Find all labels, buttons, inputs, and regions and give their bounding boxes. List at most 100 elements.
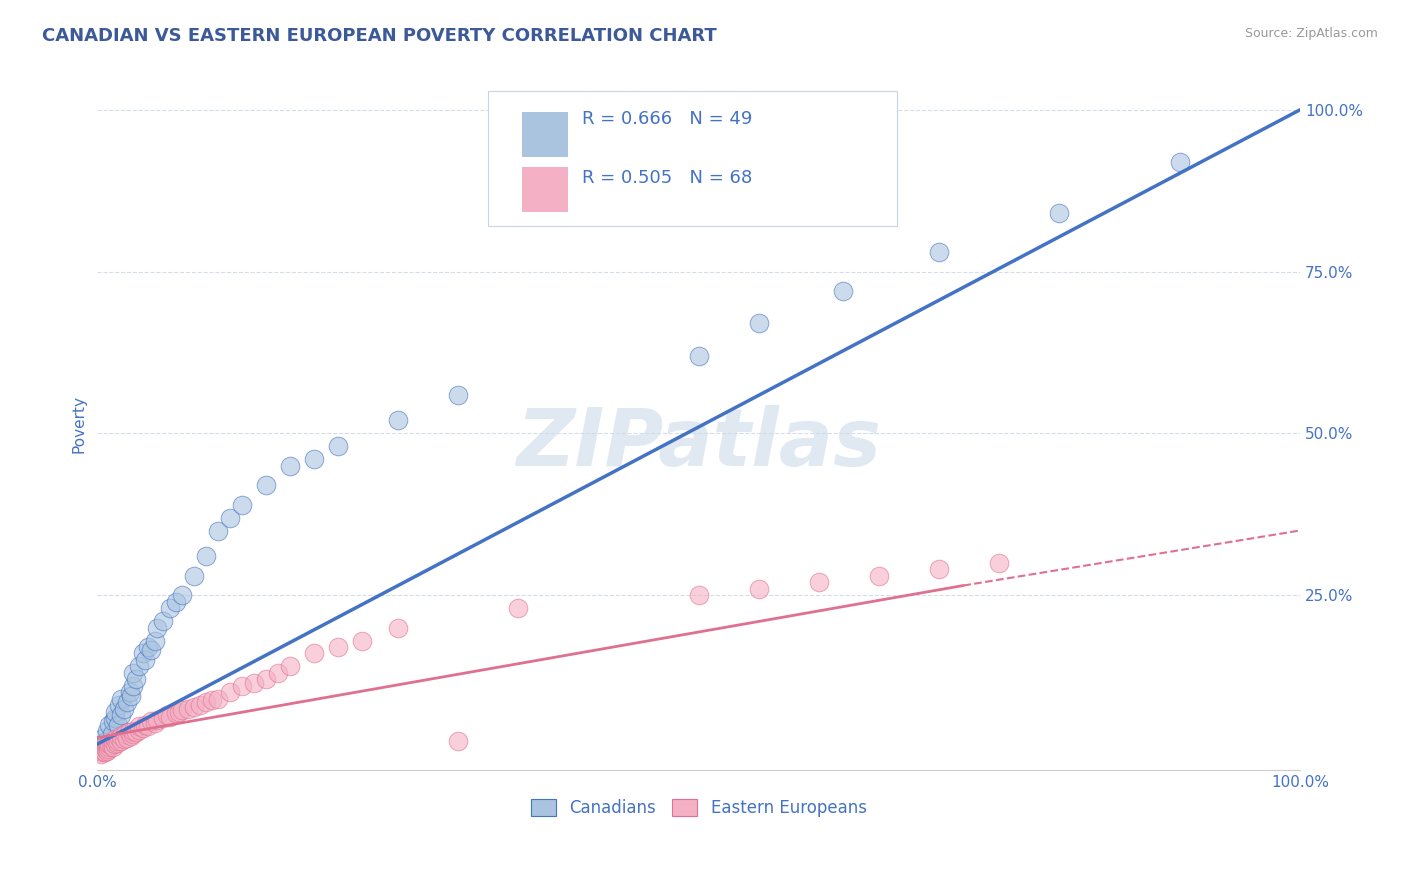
Point [110,734,132,748]
Point [122,679,145,693]
Point [868,569,890,583]
Text: R = 0.505   N = 68: R = 0.505 N = 68 [582,169,752,186]
Point [988,556,1011,570]
Point [156,708,179,723]
Point [928,245,950,260]
Point [1049,206,1071,220]
Point [107,734,129,748]
Point [136,640,159,654]
Point [104,705,127,719]
Point [188,698,211,713]
Point [152,711,174,725]
Point [165,595,187,609]
FancyBboxPatch shape [522,168,568,212]
Point [96,724,118,739]
Point [120,689,142,703]
Point [183,569,205,583]
Point [152,614,174,628]
Point [128,659,150,673]
Point [447,387,470,401]
Legend: Canadians, Eastern Europeans: Canadians, Eastern Europeans [524,792,873,824]
Point [105,736,128,750]
Point [132,647,155,661]
Point [254,478,277,492]
Point [122,665,145,680]
Point [112,731,135,746]
Point [278,659,301,673]
Point [118,685,141,699]
Text: CANADIAN VS EASTERN EUROPEAN POVERTY CORRELATION CHART: CANADIAN VS EASTERN EUROPEAN POVERTY COR… [42,27,717,45]
Point [146,621,169,635]
Point [194,695,217,709]
Point [91,745,114,759]
Point [93,731,115,745]
Point [807,575,830,590]
Point [101,736,124,750]
Point [134,717,156,731]
Point [207,691,229,706]
Point [96,739,118,753]
Point [278,458,301,473]
Text: ZIPatlas: ZIPatlas [516,406,882,483]
Point [101,727,124,741]
Point [159,601,181,615]
Point [93,740,115,755]
Point [165,706,187,720]
Point [447,734,470,748]
Point [128,719,150,733]
Point [254,673,277,687]
Point [107,717,129,731]
Point [143,633,166,648]
Point [101,734,124,748]
Point [218,685,240,699]
Point [101,739,124,754]
Point [167,705,190,719]
Point [94,742,117,756]
Point [143,716,166,731]
Point [231,679,253,693]
Point [146,713,169,727]
Point [387,413,409,427]
Point [159,710,181,724]
Point [242,675,264,690]
Point [176,701,198,715]
Point [326,640,349,654]
Point [117,695,139,709]
Point [170,588,193,602]
Point [302,647,325,661]
Point [93,743,115,757]
Point [508,601,530,615]
Point [104,737,127,751]
Point [688,588,710,602]
Point [101,714,124,729]
FancyBboxPatch shape [488,91,897,227]
Point [141,714,163,729]
Point [183,699,205,714]
Point [110,729,132,743]
Point [207,524,229,538]
Point [122,724,145,739]
Point [125,725,148,739]
Point [104,711,127,725]
Point [94,734,117,748]
Point [1168,154,1191,169]
Point [748,582,770,596]
Point [326,439,349,453]
Point [98,740,121,755]
Point [141,643,163,657]
Point [93,740,115,755]
Point [90,747,112,761]
Point [98,737,121,751]
Point [688,349,710,363]
Point [387,621,409,635]
Point [218,510,240,524]
Text: Source: ZipAtlas.com: Source: ZipAtlas.com [1244,27,1378,40]
Point [104,731,127,746]
Point [132,721,155,735]
Text: R = 0.666   N = 49: R = 0.666 N = 49 [582,110,752,128]
Point [832,284,855,298]
Point [194,549,217,564]
Point [302,452,325,467]
Point [114,727,136,741]
Point [120,729,142,743]
